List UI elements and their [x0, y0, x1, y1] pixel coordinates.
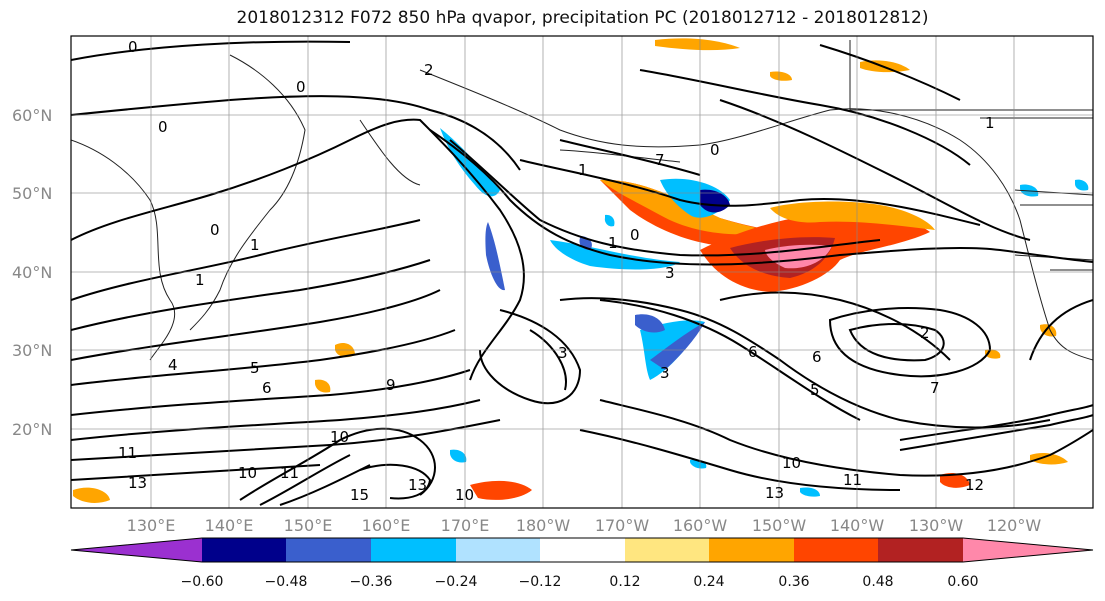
lon-label: 140°W	[830, 516, 885, 535]
contour-label: 10	[330, 428, 349, 446]
lon-label: 160°W	[673, 516, 728, 535]
contour-label: 6	[812, 348, 822, 366]
contour-label: 11	[118, 444, 137, 462]
contour-label: 12	[965, 476, 984, 494]
contour-label: 1	[195, 271, 205, 289]
lat-label-50n: 50°N	[12, 184, 52, 203]
colorbar-segment	[456, 538, 540, 562]
map-content: 0 0 2 0 0 1 1 1 7 0 0 1 1 3 3 4 5 6 9 6 …	[71, 36, 1093, 508]
contour-label: 1	[985, 114, 995, 132]
contour-labels: 0 0 2 0 0 1 1 1 7 0 0 1 1 3 3 4 5 6 9 6 …	[118, 38, 995, 504]
colorbar-tick: 0.36	[778, 574, 809, 590]
colorbar-segment	[371, 538, 456, 562]
lat-label-40n: 40°N	[12, 263, 52, 282]
contour-label: 13	[128, 474, 147, 492]
contour-label: 0	[158, 118, 168, 136]
contour-label: 10	[238, 464, 257, 482]
contour-label: 6	[262, 379, 272, 397]
colorbar-segment	[878, 538, 963, 562]
lon-label: 130°W	[909, 516, 964, 535]
colorbar-tick: −0.12	[519, 574, 562, 590]
contour-label: 0	[710, 141, 720, 159]
map-title: 2018012312 F072 850 hPa qvapor, precipit…	[236, 8, 929, 28]
colorbar-segment	[286, 538, 371, 562]
contour-label: 3	[665, 264, 675, 282]
lon-label: 130°E	[127, 516, 176, 535]
colorbar-tick: 0.60	[947, 574, 978, 590]
colorbar-tick: 0.48	[862, 574, 893, 590]
lon-label: 170°W	[595, 516, 650, 535]
colorbar-segment	[540, 538, 625, 562]
lon-label: 170°E	[441, 516, 490, 535]
contour-label: 6	[748, 343, 758, 361]
longitude-labels: 130°E 140°E 150°E 160°E 170°E 180°W 170°…	[127, 516, 1042, 535]
lat-label-30n: 30°N	[12, 341, 52, 360]
colorbar-segment	[625, 538, 709, 562]
lat-label-20n: 20°N	[12, 420, 52, 439]
contour-label: 10	[782, 454, 801, 472]
precip-shading	[73, 38, 1089, 503]
contour-label: 7	[930, 379, 940, 397]
contour-label: 13	[765, 484, 784, 502]
contour-label: 11	[280, 464, 299, 482]
lon-label: 160°E	[362, 516, 411, 535]
colorbar-tick: −0.36	[350, 574, 393, 590]
contour-label: 0	[128, 38, 138, 56]
colorbar-tick: −0.60	[181, 574, 224, 590]
colorbar-ticks: −0.60 −0.48 −0.36 −0.24 −0.12 0.12 0.24 …	[181, 574, 979, 590]
contour-label: 3	[660, 364, 670, 382]
contour-label: 4	[168, 356, 178, 374]
coastlines	[71, 40, 1093, 361]
contour-label: 9	[386, 376, 396, 394]
colorbar-outline	[70, 537, 1094, 563]
map-frame	[70, 35, 1094, 509]
contour-label: 2	[424, 61, 434, 79]
lon-label: 150°W	[752, 516, 807, 535]
contour-label: 0	[296, 78, 306, 96]
contour-label: 7	[655, 151, 665, 169]
lon-label: 180°W	[516, 516, 571, 535]
lon-label: 120°W	[987, 516, 1042, 535]
colorbar	[70, 537, 1094, 563]
contour-label: 11	[843, 471, 862, 489]
colorbar-segment	[202, 538, 286, 562]
contour-label: 10	[455, 486, 474, 504]
lat-label-60n: 60°N	[12, 106, 52, 125]
contour-label: 15	[350, 486, 369, 504]
colorbar-segment	[709, 538, 794, 562]
colorbar-tick: −0.48	[265, 574, 308, 590]
contour-label: 0	[210, 221, 220, 239]
colorbar-tick: −0.24	[435, 574, 478, 590]
contour-label: 0	[630, 226, 640, 244]
contour-label: 1	[250, 236, 260, 254]
colorbar-tick: 0.24	[693, 574, 724, 590]
contour-label: 2	[920, 324, 930, 342]
colorbar-segment	[794, 538, 878, 562]
gridlines	[71, 36, 1093, 508]
lon-label: 150°E	[284, 516, 333, 535]
contour-label: 1	[578, 161, 588, 179]
colorbar-segment	[963, 538, 1093, 562]
contour-label: 13	[408, 476, 427, 494]
colorbar-segment	[71, 538, 202, 562]
contour-label: 5	[250, 359, 260, 377]
contour-label: 1	[608, 234, 618, 252]
contour-label: 5	[810, 381, 820, 399]
contour-label: 3	[558, 344, 568, 362]
latitude-labels: 60°N 50°N 40°N 30°N 20°N	[12, 106, 52, 439]
colorbar-tick: 0.12	[609, 574, 640, 590]
lon-label: 140°E	[205, 516, 254, 535]
